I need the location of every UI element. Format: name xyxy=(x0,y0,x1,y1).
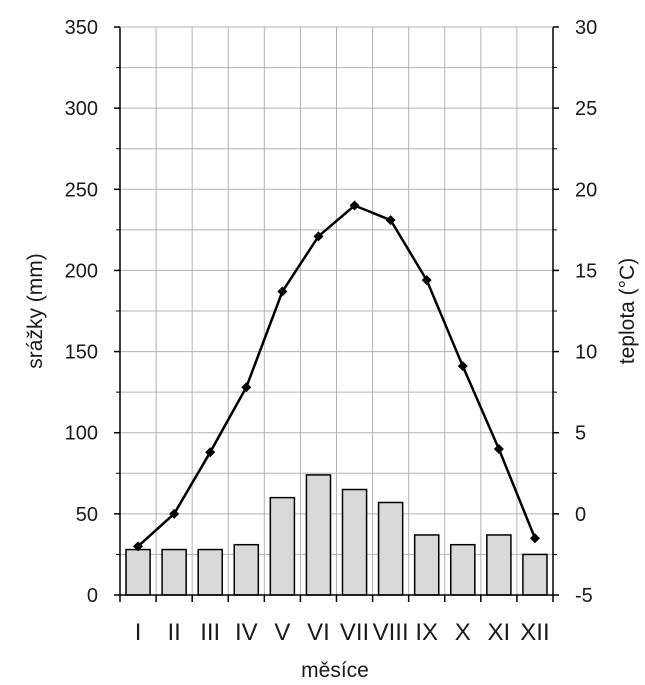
right-tick-label: 25 xyxy=(575,98,597,120)
temperature-marker xyxy=(205,447,216,458)
right-tick-label: 5 xyxy=(575,423,586,445)
axis-ticks xyxy=(114,26,559,602)
right-tick-label: -5 xyxy=(575,585,593,607)
precipitation-bar xyxy=(125,548,151,596)
month-label: III xyxy=(200,619,220,646)
temperature-marker xyxy=(277,286,288,297)
left-tick-label: 200 xyxy=(65,260,98,282)
left-axis-title: srážky (mm) xyxy=(24,253,47,368)
x-axis-title: měsíce xyxy=(301,659,369,682)
temperature-marker xyxy=(313,231,324,242)
temperature-line xyxy=(133,200,540,552)
month-label: X xyxy=(455,619,471,646)
left-tick-label: 250 xyxy=(65,179,98,201)
precipitation-bar xyxy=(305,474,332,596)
temperature-marker xyxy=(493,443,504,454)
precipitation-bar xyxy=(413,534,440,596)
month-label: VI xyxy=(307,619,330,646)
left-tick-label: 300 xyxy=(65,98,98,120)
month-label: XI xyxy=(488,619,511,646)
temperature-marker xyxy=(133,541,144,552)
left-tick-label: 50 xyxy=(76,504,98,526)
right-tick-label: 20 xyxy=(575,179,597,201)
temperature-marker xyxy=(241,382,252,393)
temperature-polyline xyxy=(137,204,537,548)
temperature-marker xyxy=(169,508,180,519)
precipitation-bar xyxy=(269,496,296,596)
month-label: V xyxy=(274,619,290,646)
temperature-marker xyxy=(349,200,360,211)
right-tick-label: 10 xyxy=(575,342,597,364)
precipitation-bar xyxy=(450,543,476,596)
month-label: IV xyxy=(235,619,258,646)
month-label: XII xyxy=(520,619,549,646)
month-label: II xyxy=(167,619,180,646)
precipitation-bar xyxy=(161,548,187,596)
temperature-marker xyxy=(421,275,432,286)
month-label: I xyxy=(135,619,142,646)
precipitation-bars xyxy=(125,474,548,596)
left-tick-label: 0 xyxy=(87,585,98,607)
grid-lines xyxy=(120,27,553,595)
precipitation-bar xyxy=(197,548,224,596)
precipitation-bar xyxy=(233,543,260,596)
precipitation-bar xyxy=(377,501,404,596)
precipitation-bar xyxy=(341,488,368,596)
temperature-marker xyxy=(385,215,396,226)
temperature-marker xyxy=(457,361,468,372)
temperature-marker xyxy=(529,533,540,544)
right-tick-label: 30 xyxy=(575,17,597,39)
month-label: VII xyxy=(340,619,369,646)
left-tick-label: 150 xyxy=(65,342,98,364)
precipitation-bar xyxy=(486,534,512,596)
left-tick-label: 350 xyxy=(65,17,98,39)
precipitation-bar xyxy=(522,553,548,596)
month-label: IX xyxy=(415,619,438,646)
right-tick-label: 0 xyxy=(575,504,586,526)
month-label: VIII xyxy=(373,619,409,646)
right-axis-title: teplota (°C) xyxy=(616,258,639,364)
left-tick-label: 100 xyxy=(65,423,98,445)
right-tick-label: 15 xyxy=(575,260,597,282)
